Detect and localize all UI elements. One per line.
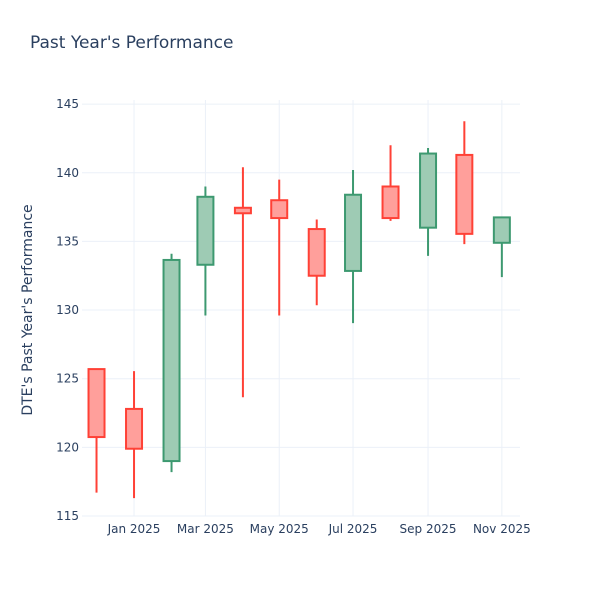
candle-body <box>196 195 215 266</box>
candle-body <box>344 193 363 272</box>
candle <box>87 368 106 493</box>
candle-body <box>270 199 289 220</box>
x-tick-label: Mar 2025 <box>177 522 234 536</box>
candle <box>307 219 326 306</box>
x-tick-label: Jan 2025 <box>107 522 161 536</box>
candle-body <box>381 185 400 220</box>
candle <box>196 186 215 316</box>
y-tick-label: 135 <box>56 234 79 248</box>
y-tick-label: 140 <box>56 166 79 180</box>
candle-body <box>233 206 252 215</box>
y-tick-label: 125 <box>56 372 79 386</box>
candle <box>419 148 438 256</box>
candle <box>344 170 363 324</box>
candle-body <box>307 228 326 277</box>
x-tick-label: Sep 2025 <box>400 522 457 536</box>
x-tick-label: Jul 2025 <box>328 522 378 536</box>
candle <box>233 167 252 398</box>
candle <box>125 371 144 499</box>
candle-body <box>492 216 511 244</box>
candle-body <box>125 407 144 450</box>
candle <box>492 216 511 278</box>
y-tick-label: 145 <box>56 97 79 111</box>
x-tick-label: Nov 2025 <box>473 522 531 536</box>
candle <box>455 121 474 245</box>
x-tick-label: May 2025 <box>250 522 309 536</box>
candle-body <box>162 258 181 463</box>
candle <box>381 145 400 221</box>
y-tick-label: 130 <box>56 303 79 317</box>
y-tick-label: 120 <box>56 440 79 454</box>
candle <box>162 253 181 473</box>
y-axis-label: DTE's Past Year's Performance <box>20 204 36 415</box>
candle-body <box>87 368 106 439</box>
candle-body <box>455 153 474 235</box>
candle-body <box>419 152 438 229</box>
chart-title: Past Year's Performance <box>30 33 234 53</box>
candle <box>270 179 289 316</box>
y-tick-label: 115 <box>56 509 79 523</box>
